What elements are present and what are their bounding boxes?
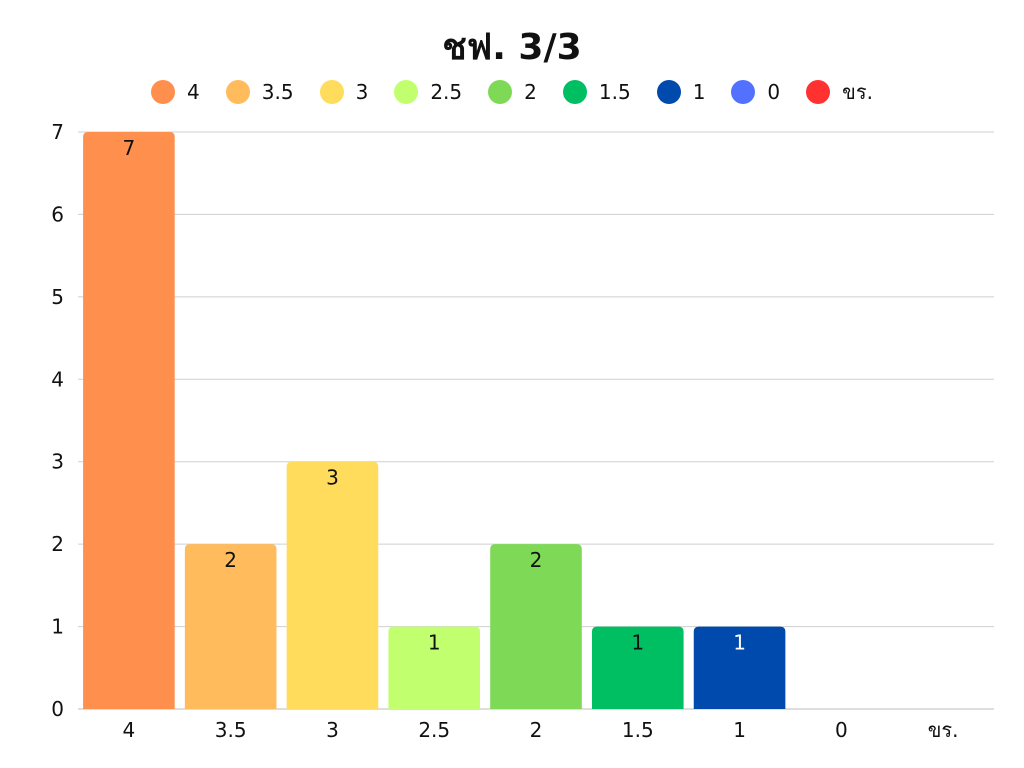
bar: [184, 544, 277, 709]
legend-item: 3.5: [225, 80, 294, 104]
x-tick-label: 0: [835, 718, 848, 742]
y-tick-label: 4: [51, 367, 64, 391]
legend-swatch: [225, 80, 250, 104]
legend-item: 1: [656, 80, 706, 104]
y-tick-label: 5: [51, 285, 64, 309]
legend-swatch: [562, 80, 587, 104]
bar-data-label: 3: [326, 466, 339, 490]
bar: [388, 626, 481, 709]
y-tick-label: 6: [51, 202, 64, 226]
legend-swatch: [319, 80, 344, 104]
chart-legend: 4 3.5 3 2.5 2 1.5 1 0 ขร.: [0, 78, 1024, 106]
legend-label: 2: [524, 80, 537, 104]
legend-label: 4: [187, 80, 200, 104]
y-tick-label: 1: [51, 615, 64, 639]
legend-label: 3.5: [261, 80, 294, 104]
bar-data-label: 2: [224, 548, 237, 572]
y-tick-label: 7: [51, 120, 64, 144]
x-tick-label: 2.5: [418, 718, 450, 742]
legend-swatch: [731, 80, 756, 104]
legend-label: 1: [692, 80, 706, 104]
bar-data-label: 2: [530, 548, 543, 572]
legend-item: 4: [151, 80, 200, 104]
bar-data-label: 1: [733, 631, 746, 655]
x-tick-label: 3: [326, 718, 339, 742]
y-tick-label: 3: [51, 450, 64, 474]
legend-swatch: [488, 80, 513, 104]
legend-swatch: [806, 80, 831, 104]
legend-swatch: [151, 80, 176, 104]
bar: [693, 626, 786, 709]
y-tick-label: 0: [51, 697, 64, 721]
legend-item: ขร.: [806, 76, 873, 108]
x-tick-label: 1.5: [622, 718, 654, 742]
bar: [83, 132, 175, 709]
bar: [591, 626, 684, 709]
x-tick-label: 4: [123, 718, 136, 742]
bar: [286, 461, 379, 709]
legend-item: 3: [319, 80, 369, 104]
legend-item: 1.5: [562, 80, 631, 104]
legend-swatch: [394, 80, 419, 104]
chart-title: ชฟ. 3/3: [442, 27, 582, 68]
x-tick-label: 1: [733, 718, 746, 742]
x-tick-label: ขร.: [928, 718, 959, 742]
legend-item: 2: [488, 80, 537, 104]
legend-label: 2.5: [430, 80, 463, 104]
bar: [490, 544, 582, 709]
legend-label: 0: [767, 80, 781, 104]
x-tick-label: 3.5: [215, 718, 247, 742]
x-tick-label: 2: [530, 718, 543, 742]
legend-label: 3: [355, 80, 369, 104]
legend-swatch: [656, 80, 681, 104]
legend-item: 0: [731, 80, 780, 104]
bar-data-label: 7: [123, 136, 136, 160]
bar-data-label: 1: [631, 631, 644, 655]
legend-label: 1.5: [598, 80, 631, 104]
y-tick-label: 2: [51, 532, 64, 556]
legend-label: ขร.: [842, 80, 873, 104]
legend-item: 2.5: [394, 80, 462, 104]
bar-data-label: 1: [428, 631, 441, 655]
